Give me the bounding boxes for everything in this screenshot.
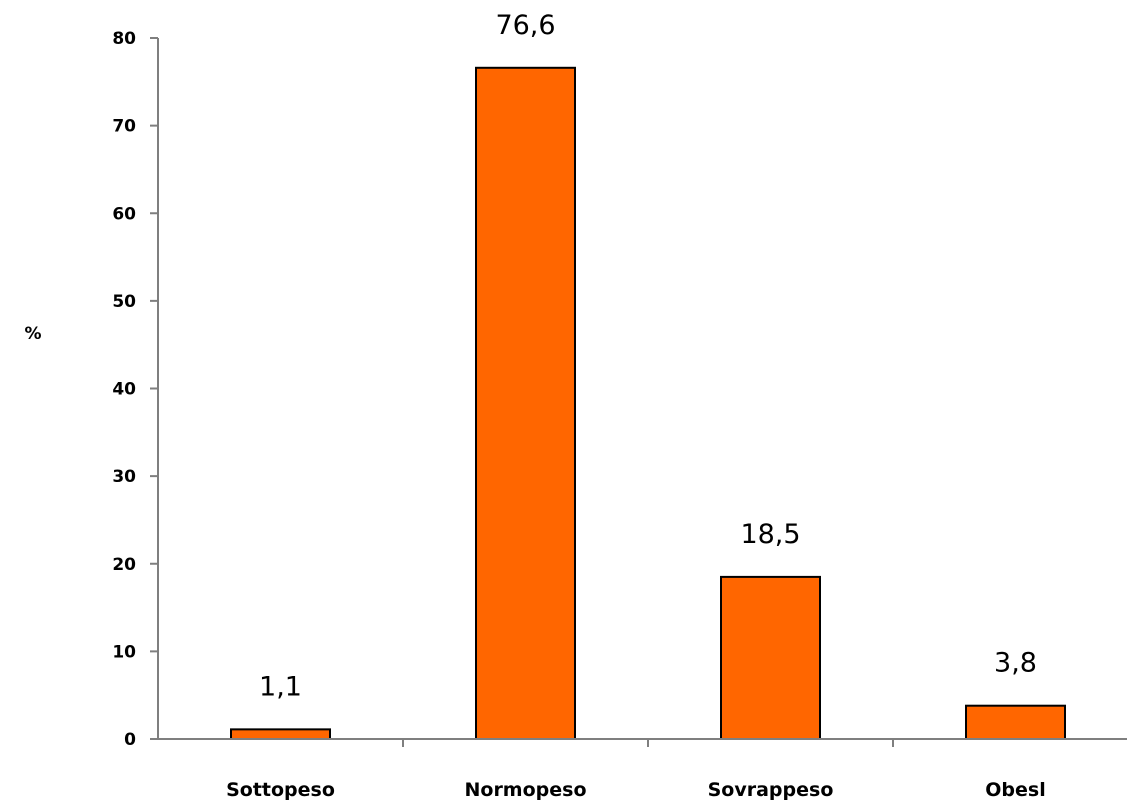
data-label: 1,1 xyxy=(259,671,302,702)
y-tick-label: 60 xyxy=(112,204,136,224)
y-tick-label: 10 xyxy=(112,642,136,662)
x-category-label: Obesl xyxy=(985,779,1045,801)
y-axis-title: % xyxy=(24,324,41,344)
bar-obesl xyxy=(965,704,1066,741)
y-tick-label: 0 xyxy=(124,730,136,750)
data-label: 18,5 xyxy=(740,519,800,550)
y-tick-label: 30 xyxy=(112,467,136,487)
data-label: 76,6 xyxy=(495,10,555,41)
y-tick-label: 40 xyxy=(112,380,136,400)
y-tick-label: 80 xyxy=(112,29,136,49)
y-tick-label: 70 xyxy=(112,117,136,137)
x-category-label: Sottopeso xyxy=(226,779,335,801)
x-category-label: Sovrappeso xyxy=(708,779,834,801)
bars: 1,1 76,6 18,5 3,8 xyxy=(230,10,1066,741)
y-axis: 0 10 20 30 40 50 60 70 80 xyxy=(112,29,159,750)
x-axis: Sottopeso Normopeso Sovrappeso Obesl xyxy=(158,738,1127,801)
x-category-label: Normopeso xyxy=(464,779,586,801)
bar-sottopeso xyxy=(230,728,331,741)
y-tick-label: 20 xyxy=(112,555,136,575)
bar-normopeso xyxy=(475,66,576,741)
y-tick-label: 50 xyxy=(112,292,136,312)
bar-sovrappeso xyxy=(720,575,821,740)
data-label: 3,8 xyxy=(994,648,1037,679)
